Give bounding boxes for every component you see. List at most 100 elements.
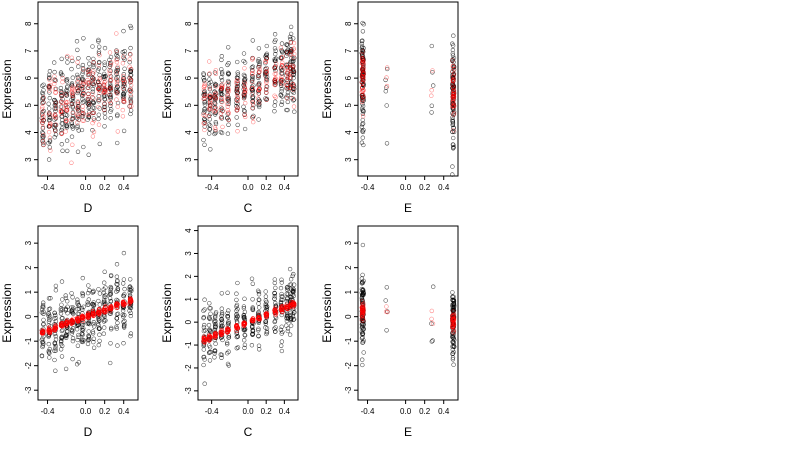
fitted-point [80, 315, 85, 320]
observed-point [235, 122, 240, 128]
observed-point [121, 341, 126, 346]
fitted-point [121, 96, 127, 102]
fitted-point [213, 107, 219, 112]
observed-point [52, 60, 57, 65]
observed-point [40, 307, 45, 312]
fitted-point [219, 332, 224, 338]
observed-point [226, 335, 231, 340]
fitted-point [70, 320, 75, 325]
fitted-point [207, 105, 212, 110]
fitted-point [60, 75, 65, 81]
observed-point [201, 78, 207, 83]
observed-point [97, 106, 102, 111]
observed-point [234, 346, 239, 351]
observed-point [69, 305, 74, 310]
observed-point [450, 164, 455, 169]
observed-point [53, 348, 58, 353]
observed-point [102, 269, 107, 274]
observed-point [226, 70, 231, 75]
fitted-point [107, 50, 113, 55]
observed-point [241, 58, 246, 64]
observed-point [429, 103, 434, 108]
fitted-point [115, 91, 120, 96]
fitted-point [272, 82, 277, 87]
observed-point [102, 60, 107, 65]
fitted-point [202, 83, 207, 88]
fitted-point [251, 119, 256, 125]
fitted-point [91, 129, 97, 135]
fitted-point [39, 106, 45, 112]
panel-3-y-tick-label: 6 [344, 75, 353, 80]
fitted-point [47, 326, 52, 331]
observed-point [289, 55, 294, 61]
fitted-point [290, 301, 295, 307]
observed-point [69, 83, 75, 88]
panel-2-y-tick-label: 6 [184, 75, 193, 80]
observed-point [102, 294, 107, 299]
fitted-point [385, 65, 390, 70]
observed-point [219, 130, 225, 136]
fitted-point [108, 85, 114, 90]
observed-point [69, 308, 74, 313]
observed-point [272, 318, 278, 324]
panel-1-points [39, 23, 134, 165]
observed-point [108, 116, 113, 121]
fitted-point [279, 305, 284, 310]
observed-point [108, 54, 114, 60]
observed-point [97, 141, 102, 147]
observed-point [80, 337, 85, 342]
observed-point [225, 290, 230, 295]
observed-point [108, 109, 113, 114]
observed-point [91, 116, 96, 121]
panel-1-y-tick-label: 6 [24, 75, 33, 80]
observed-point [250, 332, 255, 337]
observed-point [40, 343, 45, 348]
observed-point [122, 286, 127, 292]
observed-point [81, 36, 86, 41]
observed-point [226, 80, 232, 85]
panel-5-y-tick-label: 2 [184, 274, 193, 279]
observed-point [128, 80, 133, 85]
fitted-point [451, 96, 456, 102]
fitted-point [120, 107, 125, 113]
fitted-point [429, 93, 434, 98]
observed-point [79, 331, 85, 336]
observed-point [75, 90, 80, 96]
fitted-point [102, 101, 107, 106]
observed-point [102, 317, 107, 323]
observed-point [96, 94, 101, 99]
observed-point [242, 338, 247, 343]
observed-point [208, 147, 213, 152]
observed-point [263, 301, 268, 307]
observed-point [47, 69, 53, 74]
fitted-point [127, 75, 133, 81]
panel-4-y-tick-label: -3 [24, 386, 33, 394]
observed-point [207, 301, 212, 306]
fitted-point [70, 110, 75, 116]
fitted-point [80, 110, 85, 116]
observed-point [122, 322, 127, 327]
panel-3-y-tick-label: 4 [344, 130, 353, 135]
observed-point [450, 43, 456, 48]
observed-point [226, 101, 231, 107]
observed-point [235, 72, 241, 77]
fitted-point [213, 68, 218, 73]
fitted-point [75, 316, 80, 322]
observed-point [219, 321, 224, 326]
observed-point [241, 312, 246, 318]
observed-point [450, 115, 455, 120]
observed-point [208, 306, 213, 311]
fitted-point [272, 71, 277, 77]
observed-point [121, 28, 126, 34]
observed-point [128, 305, 134, 311]
observed-point [431, 284, 436, 289]
observed-point [242, 109, 247, 114]
observed-point [213, 120, 218, 125]
fitted-point [115, 104, 120, 109]
observed-point [451, 294, 456, 299]
observed-point [285, 43, 290, 48]
observed-point [75, 149, 81, 154]
fitted-point [202, 95, 208, 101]
observed-point [69, 331, 74, 336]
